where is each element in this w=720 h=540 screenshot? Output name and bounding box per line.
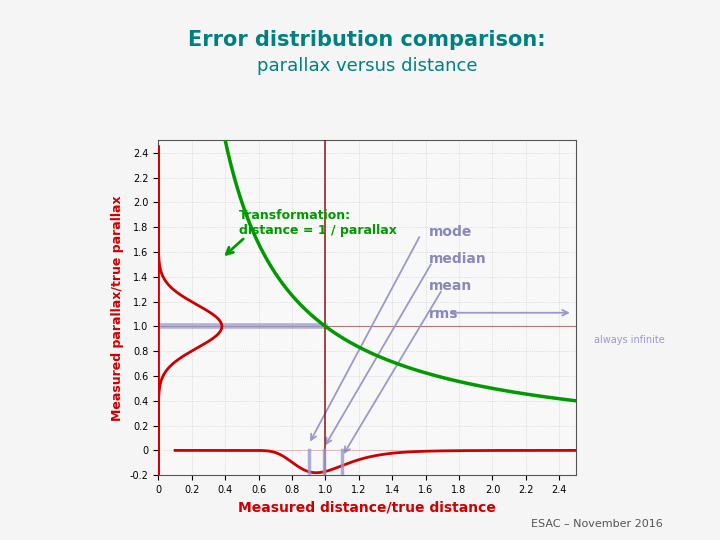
Text: parallax versus distance: parallax versus distance xyxy=(257,57,477,75)
X-axis label: Measured distance/true distance: Measured distance/true distance xyxy=(238,501,496,515)
Text: always infinite: always infinite xyxy=(594,335,665,345)
Text: median: median xyxy=(429,252,487,266)
Text: Transformation:
distance = 1 / parallax: Transformation: distance = 1 / parallax xyxy=(238,208,397,237)
Text: rms: rms xyxy=(429,307,459,321)
Text: Error distribution comparison:: Error distribution comparison: xyxy=(189,30,546,50)
Text: ESAC – November 2016: ESAC – November 2016 xyxy=(531,519,662,529)
Y-axis label: Measured parallax/true parallax: Measured parallax/true parallax xyxy=(112,195,125,421)
Text: mean: mean xyxy=(429,279,472,293)
Text: mode: mode xyxy=(429,225,472,239)
